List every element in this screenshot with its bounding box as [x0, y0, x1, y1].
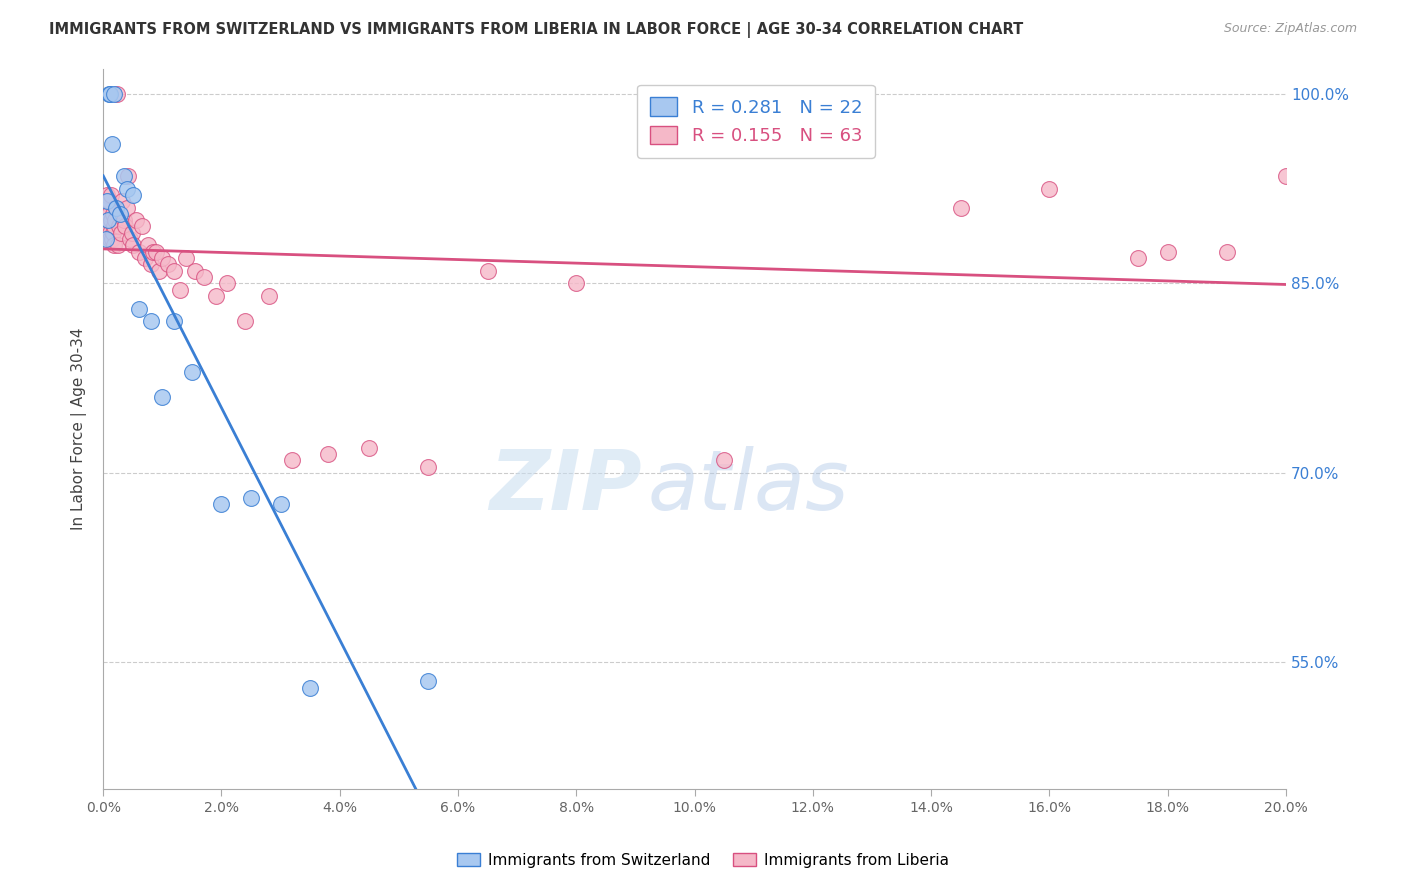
Point: [128, 244, 150, 259]
Point: [565, 277, 588, 291]
Point: [108, 207, 131, 221]
Point: [233, 314, 256, 328]
Point: [145, 244, 167, 259]
Point: [134, 251, 156, 265]
Point: [418, 674, 440, 689]
Point: [1126, 251, 1149, 265]
Point: [142, 244, 165, 259]
Point: [204, 289, 226, 303]
Point: [101, 232, 124, 246]
Point: [1275, 169, 1298, 183]
Point: [101, 226, 124, 240]
Point: [114, 219, 136, 234]
Point: [121, 187, 143, 202]
Point: [97, 213, 120, 227]
Text: Source: ZipAtlas.com: Source: ZipAtlas.com: [1223, 22, 1357, 36]
Point: [121, 238, 143, 252]
Point: [98, 226, 121, 240]
Point: [1157, 244, 1180, 259]
Point: [180, 365, 202, 379]
Point: [94, 207, 117, 221]
Point: [270, 498, 292, 512]
Point: [193, 270, 215, 285]
Point: [97, 213, 120, 227]
Point: [949, 201, 972, 215]
Point: [115, 201, 138, 215]
Point: [163, 314, 186, 328]
Point: [98, 194, 121, 209]
Point: [98, 87, 121, 101]
Point: [257, 289, 280, 303]
Point: [104, 213, 127, 227]
Point: [281, 453, 304, 467]
Legend: Immigrants from Switzerland, Immigrants from Liberia: Immigrants from Switzerland, Immigrants …: [450, 845, 956, 875]
Text: IMMIGRANTS FROM SWITZERLAND VS IMMIGRANTS FROM LIBERIA IN LABOR FORCE | AGE 30-3: IMMIGRANTS FROM SWITZERLAND VS IMMIGRANT…: [49, 22, 1024, 38]
Point: [100, 187, 122, 202]
Point: [101, 137, 124, 152]
Point: [96, 187, 118, 202]
Point: [174, 251, 197, 265]
Point: [111, 194, 134, 209]
Point: [105, 87, 128, 101]
Point: [477, 263, 499, 277]
Point: [211, 498, 233, 512]
Point: [139, 314, 162, 328]
Point: [163, 263, 186, 277]
Y-axis label: In Labor Force | Age 30-34: In Labor Force | Age 30-34: [72, 327, 87, 530]
Point: [103, 219, 125, 234]
Point: [103, 207, 125, 221]
Point: [1216, 244, 1239, 259]
Point: [148, 263, 170, 277]
Point: [105, 201, 128, 215]
Point: [157, 257, 180, 271]
Point: [713, 453, 735, 467]
Point: [117, 169, 139, 183]
Point: [131, 219, 153, 234]
Point: [139, 257, 162, 271]
Point: [97, 207, 120, 221]
Point: [184, 263, 207, 277]
Point: [112, 213, 135, 227]
Point: [96, 194, 118, 209]
Point: [110, 226, 132, 240]
Point: [125, 213, 148, 227]
Point: [96, 232, 118, 246]
Point: [169, 283, 191, 297]
Text: ZIP: ZIP: [489, 446, 641, 527]
Point: [316, 447, 339, 461]
Point: [150, 251, 173, 265]
Point: [105, 201, 128, 215]
Point: [418, 459, 440, 474]
Point: [115, 181, 138, 195]
Point: [121, 226, 143, 240]
Point: [128, 301, 150, 316]
Point: [240, 491, 263, 505]
Point: [107, 238, 129, 252]
Point: [103, 87, 125, 101]
Point: [108, 219, 131, 234]
Text: atlas: atlas: [647, 446, 849, 527]
Point: [118, 232, 141, 246]
Point: [299, 681, 322, 695]
Point: [1038, 181, 1060, 195]
Point: [100, 213, 122, 227]
Point: [359, 441, 381, 455]
Legend: R = 0.281   N = 22, R = 0.155   N = 63: R = 0.281 N = 22, R = 0.155 N = 63: [637, 85, 875, 158]
Point: [112, 169, 135, 183]
Point: [98, 87, 121, 101]
Point: [103, 238, 125, 252]
Point: [136, 238, 159, 252]
Point: [217, 277, 239, 291]
Point: [98, 232, 121, 246]
Point: [150, 390, 173, 404]
Point: [96, 219, 118, 234]
Point: [96, 201, 118, 215]
